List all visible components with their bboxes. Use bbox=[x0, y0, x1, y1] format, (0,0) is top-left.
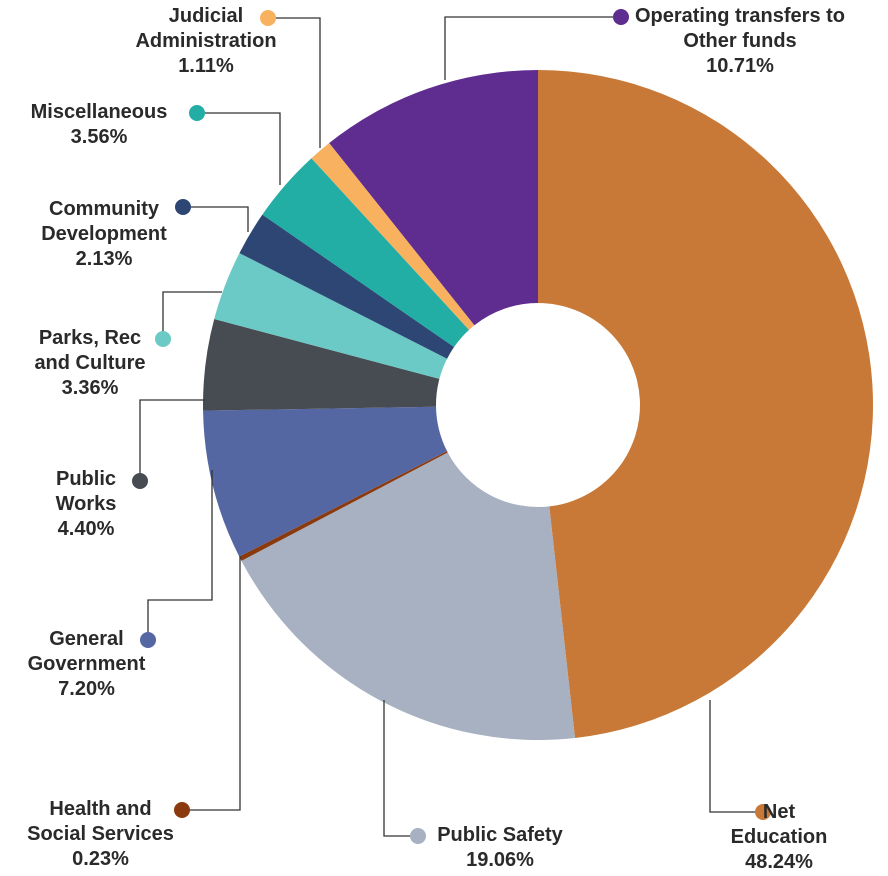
value-label: 1.11% bbox=[178, 55, 234, 77]
leader-line bbox=[183, 206, 249, 232]
slice bbox=[311, 143, 475, 330]
value-label: 48.24% bbox=[745, 851, 813, 873]
slice-label: General Government 7.20% bbox=[14, 627, 159, 702]
legend-dot bbox=[613, 9, 629, 25]
slice-label: Public Works 4.40% bbox=[45, 467, 127, 542]
value-label: 7.20% bbox=[58, 678, 115, 700]
value-label: 0.23% bbox=[72, 848, 129, 870]
category-label: Miscellaneous bbox=[30, 101, 168, 123]
leader-line bbox=[147, 470, 213, 640]
legend-dot bbox=[189, 105, 205, 121]
slice bbox=[203, 319, 440, 411]
leader-line bbox=[182, 556, 241, 811]
legend-dot bbox=[174, 802, 190, 818]
legend-dot bbox=[175, 199, 191, 215]
category-label: Parks, Rec and Culture bbox=[34, 327, 146, 374]
category-label: Community Development bbox=[41, 198, 167, 245]
slice bbox=[262, 158, 470, 348]
slice-label: Miscellaneous 3.56% bbox=[8, 100, 190, 150]
slice bbox=[203, 406, 448, 557]
leader-line bbox=[383, 700, 418, 837]
leader-line bbox=[709, 700, 763, 813]
legend-dot bbox=[140, 632, 156, 648]
slice bbox=[214, 253, 448, 379]
legend-dot bbox=[132, 473, 148, 489]
slice bbox=[239, 214, 455, 359]
slice-label: Health and Social Services 0.23% bbox=[18, 797, 183, 872]
slice bbox=[239, 451, 448, 561]
category-label: Public Works bbox=[55, 468, 117, 515]
leader-line bbox=[197, 112, 281, 185]
category-label: General Government bbox=[27, 628, 146, 675]
leader-line bbox=[268, 17, 321, 148]
slice bbox=[538, 70, 873, 738]
slice-label: Parks, Rec and Culture 3.36% bbox=[26, 326, 154, 401]
category-label: Public Safety bbox=[437, 824, 563, 846]
leader-line bbox=[444, 16, 621, 80]
value-label: 3.36% bbox=[61, 377, 119, 399]
value-label: 2.13% bbox=[75, 248, 133, 270]
legend-dot bbox=[155, 331, 171, 347]
value-label: 4.40% bbox=[57, 518, 115, 540]
slice bbox=[329, 70, 538, 326]
category-label: Judicial Administration bbox=[135, 5, 277, 52]
category-label: Operating transfers to Other funds bbox=[634, 5, 846, 52]
slice-label: Community Development 2.13% bbox=[18, 197, 190, 272]
category-label: Net Education bbox=[730, 801, 828, 848]
slice bbox=[241, 452, 575, 740]
slice-label: Judicial Administration 1.11% bbox=[115, 4, 297, 79]
leader-line bbox=[162, 291, 222, 339]
slice-label: Public Safety 19.06% bbox=[425, 823, 575, 873]
legend-dot bbox=[755, 804, 771, 820]
value-label: 3.56% bbox=[70, 126, 128, 148]
category-label: Health and Social Services bbox=[27, 798, 174, 845]
leader-line bbox=[139, 399, 205, 481]
value-label: 10.71% bbox=[706, 55, 774, 77]
slice-label: Net Education 48.24% bbox=[724, 800, 834, 875]
legend-dot bbox=[410, 828, 426, 844]
slice-label: Operating transfers to Other funds 10.71% bbox=[633, 4, 847, 79]
legend-dot bbox=[260, 10, 276, 26]
value-label: 19.06% bbox=[466, 849, 534, 871]
